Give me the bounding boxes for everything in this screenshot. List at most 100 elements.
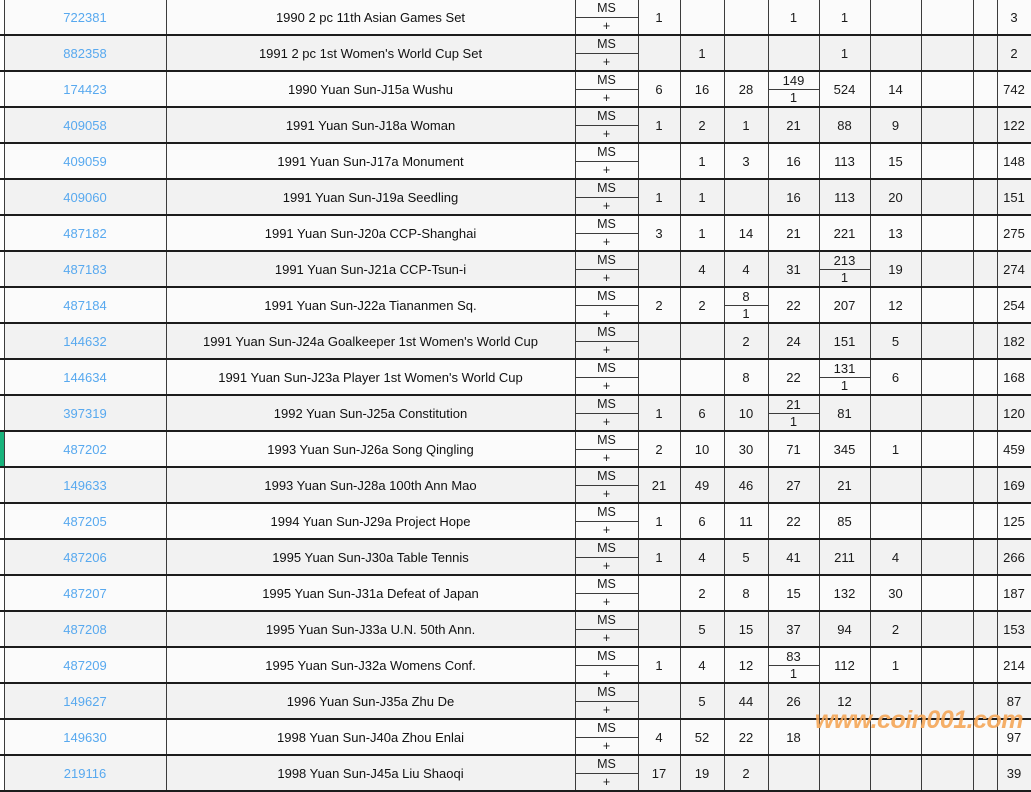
population-cell: 2 <box>638 287 681 324</box>
population-count: 6 <box>698 405 706 421</box>
population-count: 83 <box>768 648 818 666</box>
population-cell <box>819 719 871 756</box>
population-count <box>922 684 973 717</box>
population-cell <box>921 35 974 72</box>
population-cell: 1 <box>680 35 725 72</box>
coin-description: 1995 Yuan Sun-J30a Table Tennis <box>166 539 576 576</box>
grade-designation-cell: MS + <box>575 71 639 108</box>
selected-row-marker <box>0 432 3 465</box>
table-row: 409060 1991 Yuan Sun-J19a Seedling MS +1 1 16… <box>0 179 1031 216</box>
population-count <box>681 360 724 393</box>
population-plus-count: 1 <box>840 270 849 286</box>
population-cell <box>921 467 974 504</box>
population-cell <box>921 215 974 252</box>
cert-number-link[interactable]: 409059 <box>4 143 167 180</box>
population-count: 41 <box>786 549 801 565</box>
cert-number-link[interactable]: 882358 <box>4 35 167 72</box>
population-count: 1 <box>742 117 750 133</box>
population-cell: 21 <box>768 107 820 144</box>
population-cell: 1 <box>870 647 922 684</box>
cert-number-link[interactable]: 487184 <box>4 287 167 324</box>
population-cell <box>921 683 974 720</box>
population-cell: 5 <box>680 683 725 720</box>
grade-label-ms: MS <box>575 144 637 162</box>
cert-number-link[interactable]: 487183 <box>4 251 167 288</box>
cert-number-link[interactable]: 487208 <box>4 611 167 648</box>
population-count: 22 <box>786 513 801 529</box>
population-count <box>974 288 997 321</box>
cert-number-link[interactable]: 149627 <box>4 683 167 720</box>
grade-label-ms: MS <box>575 756 637 774</box>
population-count <box>974 540 997 573</box>
cert-number-link[interactable]: 487207 <box>4 575 167 612</box>
row-total: 39 <box>997 755 1031 792</box>
population-cell: 83 1 <box>768 647 820 684</box>
population-count <box>922 576 973 609</box>
population-count: 11 <box>739 513 753 529</box>
cert-number-link[interactable]: 149630 <box>4 719 167 756</box>
population-count: 21 <box>651 477 667 493</box>
population-cell <box>973 395 998 432</box>
grade-designation-cell: MS + <box>575 431 639 468</box>
population-count <box>639 612 680 645</box>
population-count <box>974 612 997 645</box>
row-total: 87 <box>997 683 1031 720</box>
row-total: 214 <box>997 647 1031 684</box>
cert-number-link[interactable]: 409058 <box>4 107 167 144</box>
population-cell <box>973 467 998 504</box>
grade-label-ms: MS <box>575 0 637 18</box>
grade-label-ms: MS <box>575 720 637 738</box>
population-count <box>820 756 870 789</box>
population-cell: 2 <box>680 107 725 144</box>
cert-number-link[interactable]: 149633 <box>4 467 167 504</box>
population-cell: 22 <box>768 359 820 396</box>
cert-number-link[interactable]: 487202 <box>4 431 167 468</box>
population-cell: 4 <box>680 251 725 288</box>
cert-number-link[interactable]: 144632 <box>4 323 167 360</box>
population-cell: 5 <box>724 539 769 576</box>
grade-label-plus: + <box>602 522 611 537</box>
population-count <box>681 324 724 357</box>
grade-designation-cell: MS + <box>575 0 639 36</box>
population-cell <box>921 0 974 36</box>
coin-description: 1995 Yuan Sun-J33a U.N. 50th Ann. <box>166 611 576 648</box>
population-count: 12 <box>888 297 903 313</box>
grade-label-ms: MS <box>575 324 637 342</box>
population-count <box>922 360 973 393</box>
cert-number-link[interactable]: 487206 <box>4 539 167 576</box>
population-count: 52 <box>694 729 710 745</box>
cert-number-link[interactable]: 487182 <box>4 215 167 252</box>
cert-number-link[interactable]: 409060 <box>4 179 167 216</box>
cert-number-link[interactable]: 722381 <box>4 0 167 36</box>
population-cell <box>870 755 922 792</box>
grade-label-plus: + <box>602 774 611 789</box>
cert-number-link[interactable]: 397319 <box>4 395 167 432</box>
population-cell <box>921 287 974 324</box>
population-count: 22 <box>786 369 801 385</box>
table-row: 149627 1996 Yuan Sun-J35a Zhu De MS +5 44 26 1… <box>0 683 1031 720</box>
population-cell: 4 <box>680 647 725 684</box>
coin-description: 1991 Yuan Sun-J21a CCP-Tsun-i <box>166 251 576 288</box>
population-count <box>922 468 973 501</box>
population-count: 5 <box>891 333 900 349</box>
population-cell <box>921 251 974 288</box>
population-count: 6 <box>891 369 900 385</box>
cert-number-link[interactable]: 487209 <box>4 647 167 684</box>
population-count: 149 <box>768 72 818 90</box>
cert-number-link[interactable]: 174423 <box>4 71 167 108</box>
population-plus-count: 1 <box>840 378 849 394</box>
population-cell: 3 <box>638 215 681 252</box>
grade-label-ms: MS <box>575 108 637 126</box>
cert-number-link[interactable]: 219116 <box>4 755 167 792</box>
coin-description: 1991 Yuan Sun-J23a Player 1st Women's Wo… <box>166 359 576 396</box>
population-count: 16 <box>786 153 801 169</box>
population-cell: 94 <box>819 611 871 648</box>
cert-number-link[interactable]: 487205 <box>4 503 167 540</box>
population-count: 22 <box>738 729 754 745</box>
grade-label-ms: MS <box>575 360 637 378</box>
cert-number-link[interactable]: 144634 <box>4 359 167 396</box>
population-cell: 6 <box>638 71 681 108</box>
grade-designation-cell: MS + <box>575 287 639 324</box>
